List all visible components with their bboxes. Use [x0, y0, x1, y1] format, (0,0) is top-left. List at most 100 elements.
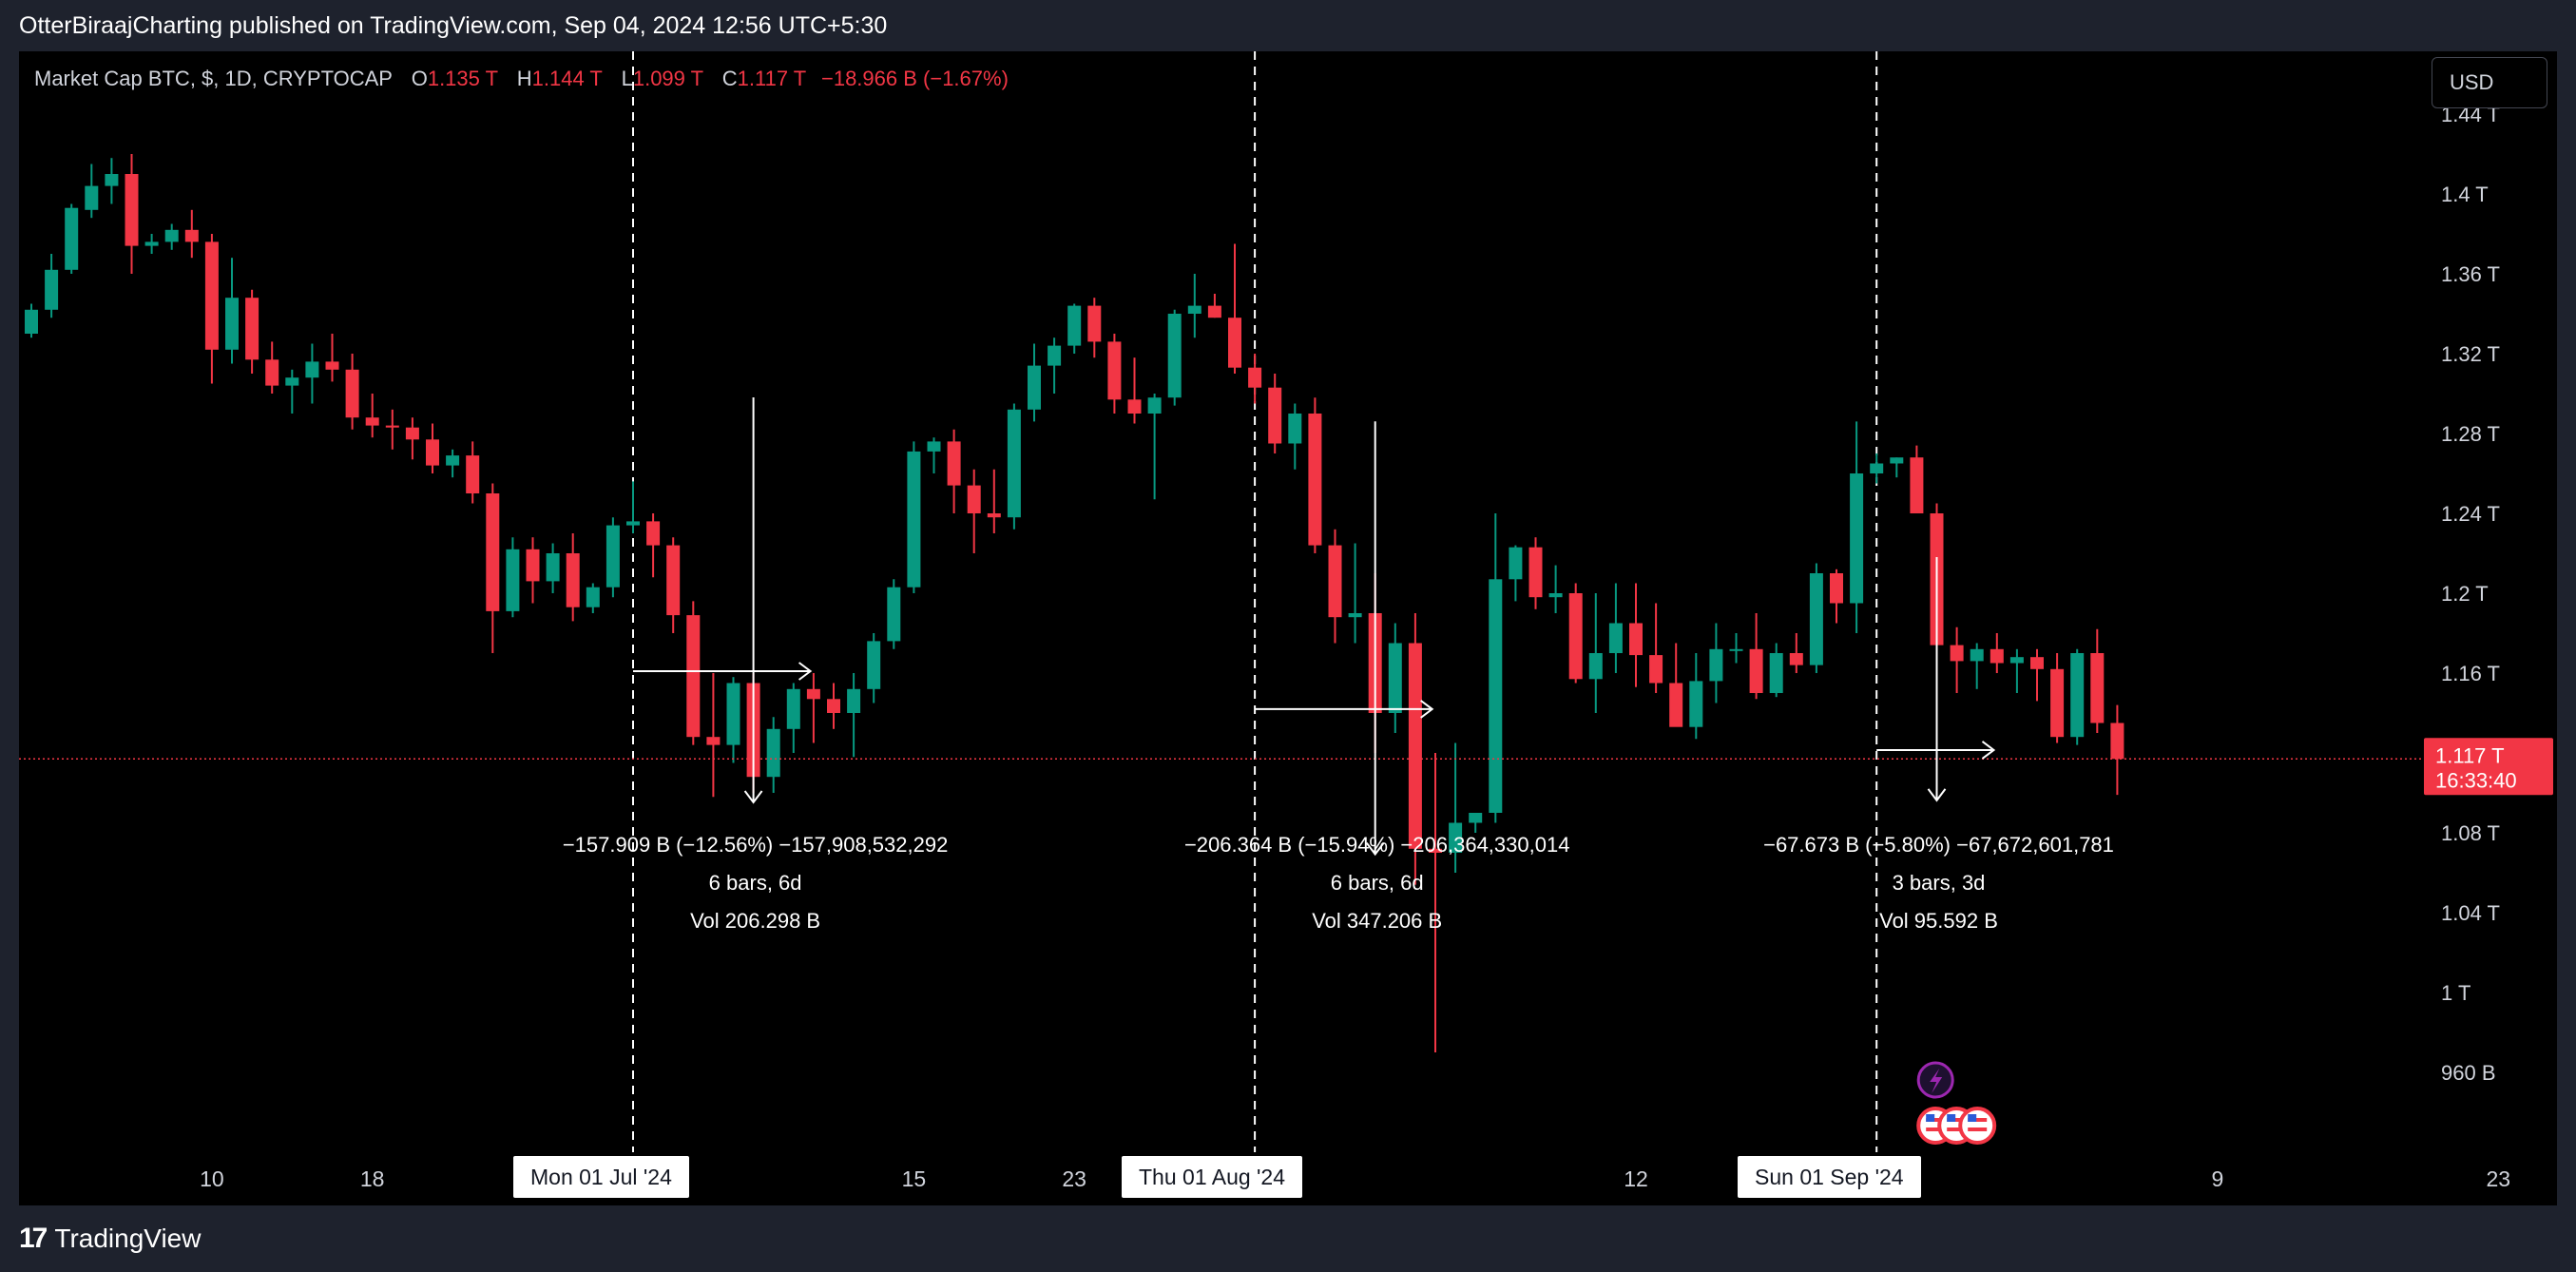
candle-body[interactable]: [1228, 318, 1241, 368]
candle-body[interactable]: [1127, 399, 1142, 414]
candle-body[interactable]: [927, 441, 941, 452]
candle-body[interactable]: [1990, 648, 2004, 664]
candle-body[interactable]: [1348, 613, 1362, 618]
candle-body[interactable]: [566, 553, 580, 607]
candle-body[interactable]: [1568, 593, 1583, 680]
candle-body[interactable]: [1970, 648, 1984, 662]
candle-body[interactable]: [967, 485, 981, 513]
candle-body[interactable]: [1087, 305, 1102, 342]
candle-body[interactable]: [405, 427, 419, 440]
candle-body[interactable]: [1608, 623, 1623, 654]
candle-body[interactable]: [806, 688, 820, 700]
candle-body[interactable]: [526, 549, 540, 582]
candle-body[interactable]: [1388, 643, 1402, 714]
candle-body[interactable]: [1328, 545, 1342, 618]
candle-body[interactable]: [726, 683, 740, 745]
candle-body[interactable]: [686, 615, 701, 738]
candle-body[interactable]: [486, 493, 500, 611]
candle-body[interactable]: [426, 439, 439, 466]
candle-body[interactable]: [1408, 643, 1422, 849]
us-flag-event-icon[interactable]: [1958, 1107, 1997, 1145]
candle-body[interactable]: [766, 728, 780, 778]
candle-body[interactable]: [546, 553, 560, 582]
candle-body[interactable]: [506, 549, 520, 611]
candle-body[interactable]: [1449, 822, 1463, 854]
candle-body[interactable]: [204, 241, 219, 350]
candle-body[interactable]: [2030, 657, 2044, 669]
candle-body[interactable]: [847, 688, 861, 713]
candle-body[interactable]: [1469, 813, 1483, 823]
candle-body[interactable]: [1167, 314, 1182, 398]
candle-body[interactable]: [1830, 573, 1843, 604]
candle-body[interactable]: [1809, 573, 1823, 665]
candle-body[interactable]: [1187, 305, 1201, 314]
candle-body[interactable]: [1729, 648, 1743, 651]
candle-body[interactable]: [1749, 648, 1763, 693]
candle-body[interactable]: [105, 174, 119, 186]
candle-body[interactable]: [586, 587, 600, 607]
candle-body[interactable]: [626, 521, 640, 526]
chart-frame[interactable]: [19, 51, 2557, 1205]
candle-body[interactable]: [164, 229, 179, 242]
candle-body[interactable]: [1028, 365, 1041, 410]
candle-body[interactable]: [245, 298, 260, 360]
candle-body[interactable]: [305, 361, 319, 378]
candle-body[interactable]: [2090, 653, 2105, 723]
candle-body[interactable]: [45, 269, 59, 310]
candle-body[interactable]: [1288, 414, 1302, 444]
candle-body[interactable]: [25, 309, 38, 334]
candle-body[interactable]: [827, 699, 840, 713]
candle-body[interactable]: [2070, 653, 2085, 738]
candle-body[interactable]: [1268, 387, 1282, 444]
candle-body[interactable]: [446, 455, 460, 466]
candle-body[interactable]: [666, 545, 681, 616]
candle-body[interactable]: [125, 174, 139, 246]
candle-body[interactable]: [1548, 593, 1563, 598]
candle-body[interactable]: [265, 359, 279, 386]
candle-body[interactable]: [1489, 579, 1503, 813]
candle-body[interactable]: [1207, 305, 1221, 318]
price-chart[interactable]: −157.909 B (−12.56%) −157,908,532,292 6 b…: [0, 0, 2576, 1205]
candle-body[interactable]: [2110, 723, 2124, 760]
candle-body[interactable]: [85, 185, 99, 210]
candle-body[interactable]: [1588, 653, 1603, 680]
candle-body[interactable]: [225, 298, 239, 350]
candle-body[interactable]: [1067, 305, 1082, 346]
candle-body[interactable]: [1429, 848, 1442, 853]
candle-body[interactable]: [1248, 367, 1262, 388]
candle-body[interactable]: [1669, 683, 1683, 727]
candle-body[interactable]: [1629, 623, 1643, 656]
candle-body[interactable]: [325, 361, 339, 370]
candle-body[interactable]: [1709, 648, 1723, 682]
candle-body[interactable]: [1890, 457, 1904, 464]
candle-body[interactable]: [65, 207, 79, 270]
candle-body[interactable]: [144, 241, 159, 246]
candle-body[interactable]: [285, 377, 299, 386]
candle-body[interactable]: [1950, 645, 1964, 662]
candle-body[interactable]: [1509, 547, 1523, 580]
candle-body[interactable]: [1850, 473, 1864, 604]
candle-body[interactable]: [867, 641, 881, 689]
candle-body[interactable]: [1007, 409, 1021, 518]
candle-body[interactable]: [606, 525, 620, 588]
candle-body[interactable]: [466, 455, 480, 493]
candle-body[interactable]: [1308, 414, 1322, 546]
candle-body[interactable]: [1769, 653, 1783, 693]
candle-body[interactable]: [1048, 345, 1062, 366]
symbol-label[interactable]: Market Cap BTC, $, 1D, CRYPTOCAP: [34, 67, 393, 90]
candle-body[interactable]: [907, 451, 921, 588]
candle-body[interactable]: [1870, 463, 1884, 474]
currency-button[interactable]: USD: [2432, 57, 2547, 108]
candle-body[interactable]: [1910, 457, 1924, 513]
candle-body[interactable]: [345, 369, 359, 418]
candle-body[interactable]: [646, 521, 661, 546]
candle-body[interactable]: [706, 737, 721, 745]
candle-body[interactable]: [184, 229, 199, 242]
candle-body[interactable]: [2050, 668, 2065, 738]
candle-body[interactable]: [385, 425, 399, 428]
candle-body[interactable]: [1107, 341, 1122, 400]
tradingview-logo[interactable]: 17 TradingView: [19, 1223, 201, 1255]
candle-body[interactable]: [1147, 397, 1162, 414]
candle-body[interactable]: [1528, 547, 1543, 598]
candle-body[interactable]: [987, 513, 1001, 518]
